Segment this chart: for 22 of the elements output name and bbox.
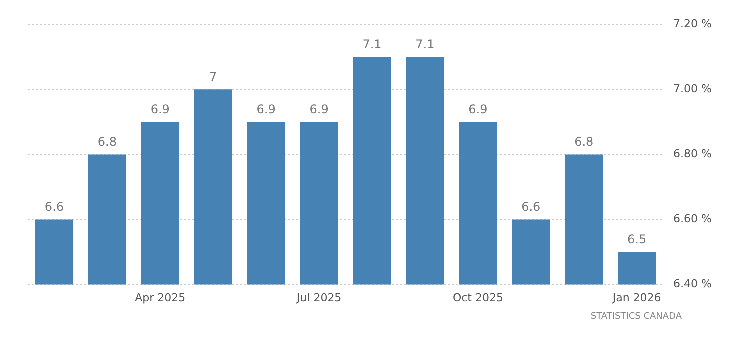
data-label: 6.6 — [44, 200, 64, 214]
y-tick-label: 7.20 % — [674, 17, 712, 30]
y-tick-label: 6.60 % — [674, 212, 712, 226]
data-label: 7.1 — [362, 37, 382, 52]
y-tick-label: 6.40 % — [674, 278, 712, 291]
x-tick-label: Jul 2025 — [296, 291, 342, 304]
data-label: 6.9 — [468, 102, 488, 116]
data-label: 7 — [210, 70, 218, 84]
text: STATISTICS CANADA — [590, 312, 683, 322]
data-label: 7.1 — [416, 37, 435, 52]
y-tick-label: 7.00 % — [674, 82, 712, 96]
data-label: 6.8 — [574, 134, 594, 149]
x-tick-label: Apr 2025 — [135, 291, 186, 304]
data-label: 6.6 — [522, 200, 541, 214]
data-label: 6.9 — [150, 102, 170, 116]
data-label: 6.9 — [256, 102, 276, 116]
data-label: 6.9 — [310, 102, 329, 116]
y-tick-label: 6.80 % — [674, 148, 712, 161]
x-tick-label: Jan 2026 — [612, 291, 662, 304]
data-label: 6.5 — [628, 232, 647, 246]
data-label: 6.8 — [98, 134, 117, 149]
x-tick-label: Oct 2025 — [452, 291, 504, 304]
